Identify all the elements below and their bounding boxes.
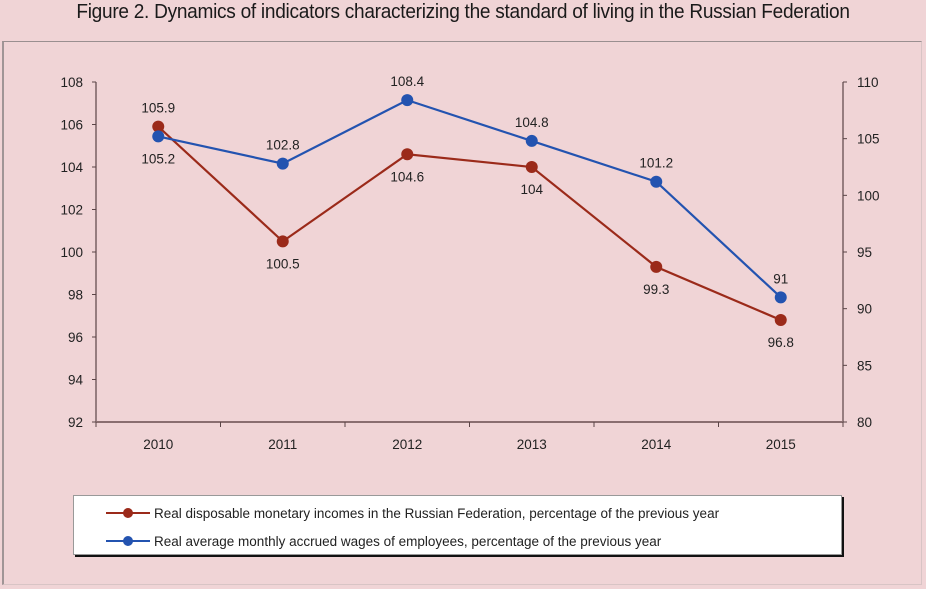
x-tick-label: 2010 [143,437,173,452]
data-point [276,157,289,170]
legend-swatch-income [106,506,150,520]
series-line-income [157,125,782,322]
x-tick-label: 2011 [268,437,297,452]
legend-item-wages: Real average monthly accrued wages of em… [106,530,661,552]
data-label: 108.4 [390,74,424,89]
y-right-tick-label: 90 [857,302,872,317]
data-label: 101.2 [639,156,673,171]
y-right-tick-label: 110 [857,75,879,90]
data-point [650,260,663,273]
data-label: 100.5 [266,256,300,271]
data-point [525,161,538,173]
data-label: 96.8 [768,335,794,350]
data-point [525,134,538,147]
y-left-tick-label: 92 [68,415,83,430]
series-line-wages [158,98,782,299]
chart-title: Figure 2. Dynamics of indicators charact… [76,0,850,23]
data-point [152,130,165,143]
data-point [774,291,787,304]
legend-item-income: Real disposable monetary incomes in the … [106,502,719,524]
data-point [650,175,663,188]
y-right-tick-label: 80 [857,415,872,430]
y-left-tick-label: 102 [60,203,83,218]
data-label: 104.6 [390,169,424,184]
x-tick-label: 2014 [641,437,672,452]
y-left-tick-label: 108 [60,75,83,90]
data-point [401,94,414,107]
y-left-tick-label: 98 [68,288,83,303]
y-left-tick-label: 106 [60,118,83,133]
data-label: 105.9 [141,101,175,116]
chart-frame [2,41,922,585]
data-label: 104 [520,182,543,197]
data-point [774,314,787,326]
x-tick-label: 2012 [392,437,422,452]
x-tick-label: 2015 [766,437,796,452]
data-label: 99.3 [643,282,669,297]
data-label: 102.8 [266,138,300,153]
legend-label-wages: Real average monthly accrued wages of em… [154,533,662,549]
legend-label-income: Real disposable monetary incomes in the … [154,505,720,521]
data-label: 105.2 [141,151,175,166]
legend-swatch-wages [106,534,150,548]
y-right-tick-label: 95 [857,245,872,260]
data-label: 104.8 [515,115,549,130]
y-left-tick-label: 100 [60,245,83,260]
y-right-tick-label: 85 [857,358,872,373]
data-point [276,235,289,248]
y-right-tick-label: 100 [857,188,880,203]
y-left-tick-label: 104 [60,160,83,175]
y-left-tick-label: 94 [68,373,84,388]
y-left-tick-label: 96 [68,330,83,345]
legend: Real disposable monetary incomes in the … [73,495,842,555]
data-label: 91 [773,271,788,286]
y-right-tick-label: 105 [857,132,880,147]
data-point [401,148,414,161]
x-tick-label: 2013 [517,437,547,452]
data-point [152,120,165,133]
